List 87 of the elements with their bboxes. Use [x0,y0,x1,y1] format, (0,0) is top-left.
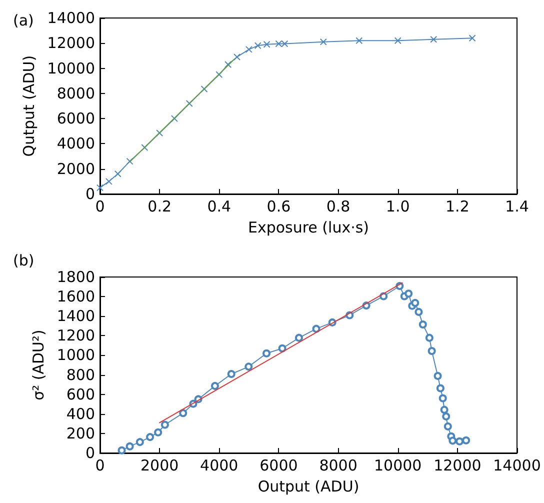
y-tick-label: 14000 [47,9,95,27]
point [126,158,134,165]
x-tick-label: 0.6 [266,198,291,216]
point [254,42,262,50]
point [179,409,188,418]
point [468,34,476,42]
y-tick-label: 400 [66,404,95,423]
x-tick-label: 2000 [140,456,179,474]
point [216,71,223,78]
point [430,36,438,43]
point [438,394,447,402]
y-tick-label: 800 [66,366,95,384]
x-tick-label: 4000 [200,456,238,474]
y-axis-title: σ² (ADU²) [29,330,48,400]
point [263,40,270,48]
x-tick-label: 0.4 [207,198,232,216]
point [428,347,436,356]
point [136,438,144,446]
point [456,437,464,446]
point [262,349,270,358]
y-tick-label: 1800 [56,268,95,286]
x-tick-label: 0.8 [326,198,350,216]
point [425,334,434,342]
x-tick-label: 8000 [319,456,358,474]
chart-title: (a) [13,12,34,30]
y-tick-label: 2000 [56,160,95,178]
y-tick-label: 1600 [56,288,95,306]
point [278,344,286,352]
point [440,406,448,414]
y-tick-label: 1400 [56,307,95,326]
y-tick-label: 1000 [56,346,95,364]
x-axis-title: Exposure (lux·s) [248,218,370,236]
y-tick-label: 6000 [56,110,95,128]
point [126,442,134,450]
y-tick-label: 0 [85,185,95,203]
point [414,308,423,316]
point [442,412,450,420]
x-tick-label: 12000 [434,456,482,474]
point [245,46,252,53]
point [227,370,236,378]
point [448,436,457,445]
point [114,170,122,178]
point [118,446,126,454]
x-tick-label: 6000 [260,456,298,474]
x-tick-label: 0.2 [148,198,172,216]
point [320,38,327,46]
point [434,372,442,380]
x-tick-label: 1.0 [386,198,410,216]
y-tick-label: 1200 [56,326,95,345]
point [356,37,363,44]
point [444,422,452,430]
point [224,61,232,68]
point [281,40,288,48]
point [186,100,193,107]
x-tick-label: 10000 [374,456,422,474]
point [146,433,154,442]
point [154,428,162,436]
x-tick-label: 14000 [493,456,541,474]
point [275,40,282,48]
y-tick-label: 8000 [56,84,95,102]
y-axis-title: Qutput (ADU) [20,55,38,157]
y-tick-label: 0 [85,444,95,462]
point [170,115,178,122]
x-tick-label: 1.4 [505,198,529,216]
x-tick-label: 1.2 [446,198,470,216]
point [160,420,169,429]
point [294,334,303,342]
point [244,362,253,371]
chart-title: (b) [13,252,34,270]
point [105,178,112,185]
point [411,298,420,307]
point [210,382,219,390]
y-tick-label: 10000 [47,59,95,78]
point [436,384,444,392]
point [404,290,413,298]
y-tick-label: 4000 [56,134,95,153]
point [394,37,402,44]
y-tick-label: 12000 [47,34,95,52]
point [234,53,241,60]
point [96,184,104,192]
y-tick-label: 200 [66,424,95,442]
point [312,324,320,333]
y-tick-label: 600 [66,385,95,404]
x-axis-title: Output (ADU) [258,478,360,496]
point [462,436,470,444]
point [156,130,164,137]
point [418,320,427,329]
